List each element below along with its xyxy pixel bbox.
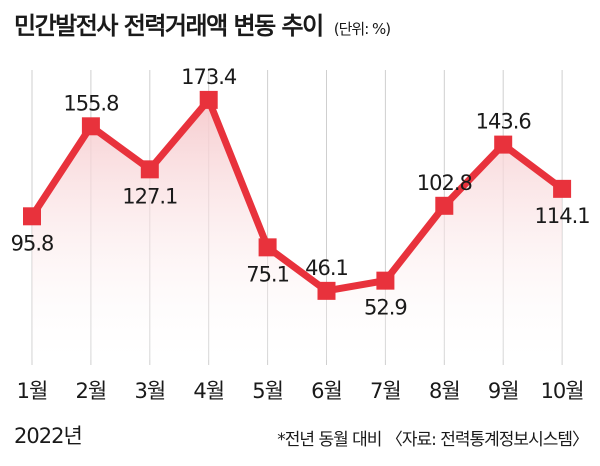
x-tick-9: 9월 <box>488 379 519 403</box>
value-label-6: 46.1 <box>305 256 348 280</box>
data-point-7 <box>376 271 395 290</box>
value-label-8: 102.8 <box>417 171 472 195</box>
data-point-1 <box>23 207 41 226</box>
x-tick-1: 1월 <box>17 379 48 403</box>
data-point-6 <box>317 281 336 300</box>
x-axis-ticks: 1월 2월 3월 4월 5월 6월 7월 8월 9월 10월 <box>17 379 585 403</box>
x-tick-5: 5월 <box>252 379 283 403</box>
data-point-4 <box>199 90 218 109</box>
value-label-3: 127.1 <box>122 184 177 208</box>
data-labels: 95.8 155.8 127.1 173.4 75.1 46.1 52.9 102.8 143.… <box>11 65 591 320</box>
x-tick-4: 4월 <box>193 379 224 403</box>
data-point-3 <box>140 160 159 179</box>
data-point-8 <box>435 196 454 215</box>
data-markers <box>23 90 572 300</box>
x-tick-6: 6월 <box>311 379 342 403</box>
data-point-10 <box>553 179 572 198</box>
value-label-1: 95.8 <box>11 231 54 255</box>
title-row: 민간발전사 전력거래액 변동 추이 (단위: %) <box>14 6 391 41</box>
x-tick-7: 7월 <box>370 379 401 403</box>
value-label-7: 52.9 <box>364 296 407 320</box>
data-point-9 <box>494 135 513 154</box>
chart-title: 민간발전사 전력거래액 변동 추이 <box>14 12 324 40</box>
series-line <box>28 96 566 295</box>
x-tick-8: 8월 <box>429 379 460 403</box>
value-label-10: 114.1 <box>535 204 590 228</box>
unit-label: (단위: %) <box>333 20 391 38</box>
year-label: 2022년 <box>14 424 83 448</box>
area-fill <box>32 99 563 361</box>
x-tick-2: 2월 <box>76 379 107 403</box>
value-label-2: 155.8 <box>63 91 118 115</box>
value-label-9: 143.6 <box>476 110 532 134</box>
data-point-5 <box>258 238 277 257</box>
source-note: *전년 동월 대비 〈자료: 전력통계정보시스템〉 <box>277 430 589 450</box>
value-label-5: 75.1 <box>246 262 289 286</box>
data-point-2 <box>81 117 100 136</box>
x-tick-3: 3월 <box>134 379 165 403</box>
x-tick-10: 10월 <box>541 379 584 403</box>
value-label-4: 173.4 <box>181 65 237 89</box>
